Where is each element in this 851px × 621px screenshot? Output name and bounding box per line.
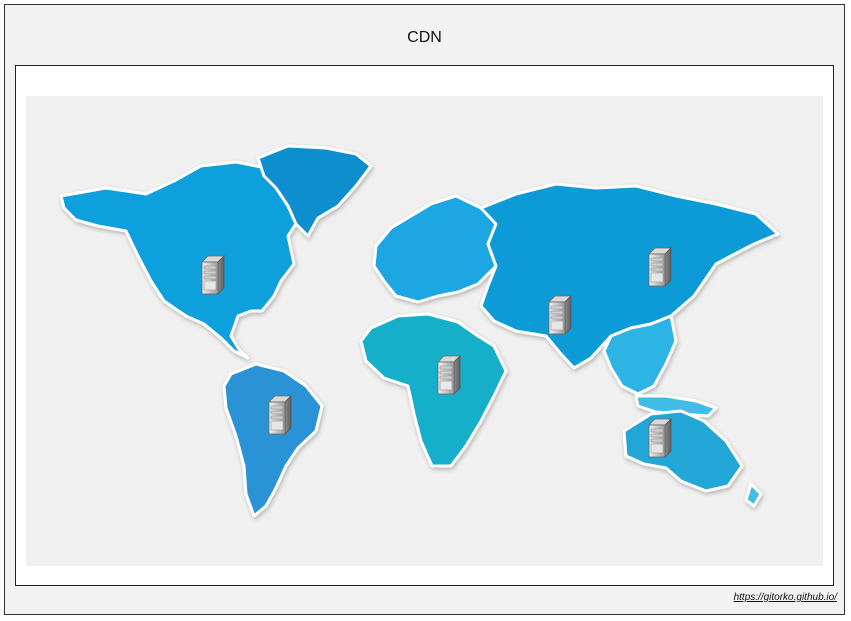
server-south-america <box>268 395 292 435</box>
new-zealand <box>744 482 763 508</box>
server-east-asia <box>648 247 672 287</box>
server-africa <box>437 355 461 395</box>
server-icon <box>548 295 572 335</box>
diagram-canvas <box>15 65 834 586</box>
world-map <box>26 96 823 566</box>
server-icon <box>201 255 225 295</box>
south-america <box>222 362 324 518</box>
server-icon <box>648 247 672 287</box>
source-link[interactable]: https://gitorko.github.io/ <box>733 592 837 603</box>
server-australia <box>648 418 672 458</box>
greenland <box>256 144 373 238</box>
server-icon <box>268 395 292 435</box>
diagram-frame: CDN <box>4 4 845 615</box>
north-america <box>59 160 303 360</box>
africa <box>359 312 508 468</box>
server-icon <box>648 418 672 458</box>
diagram-title: CDN <box>407 29 442 46</box>
server-north-america <box>201 255 225 295</box>
indonesia <box>634 394 718 418</box>
server-icon <box>437 355 461 395</box>
south-east-asia <box>602 314 678 396</box>
server-india <box>548 295 572 335</box>
